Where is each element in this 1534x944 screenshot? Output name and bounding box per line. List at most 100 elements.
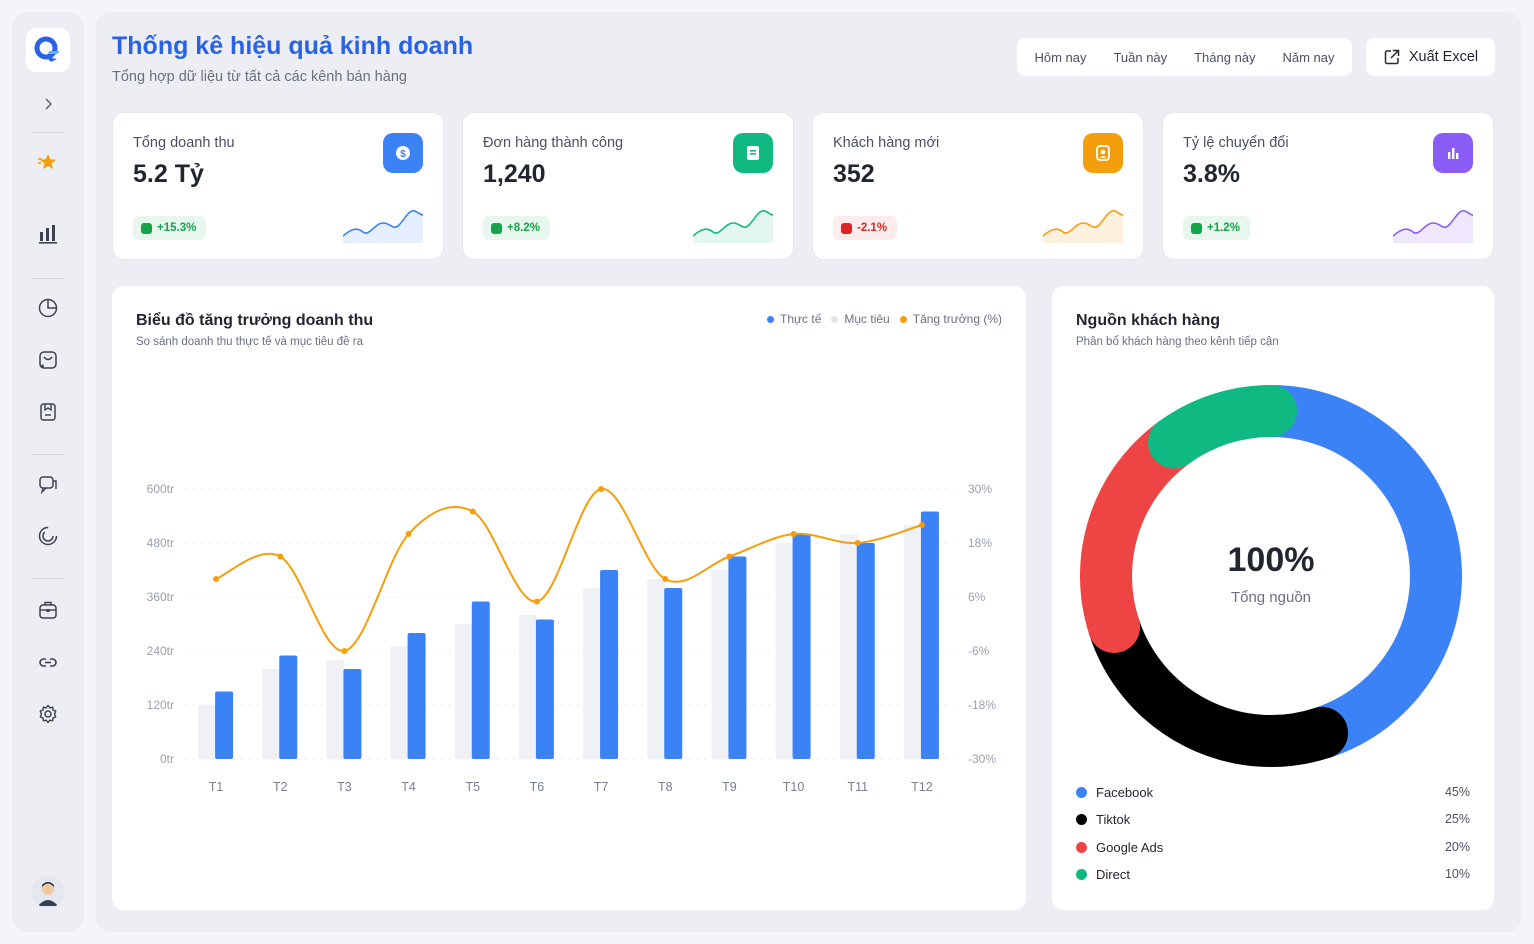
x-tick-label: T3 xyxy=(337,780,352,794)
x-tick-label: T6 xyxy=(530,780,545,794)
chart-title: Biểu đồ tăng trưởng doanh thu xyxy=(136,312,374,329)
y-tick-label-right: 30% xyxy=(968,482,992,496)
bar-chart-icon[interactable] xyxy=(36,222,60,246)
source-dot xyxy=(1076,813,1087,825)
link-icon[interactable] xyxy=(36,650,60,674)
filter-this-month[interactable]: Tháng này xyxy=(1194,49,1256,65)
growth-point xyxy=(213,576,220,582)
customer-source-card: Nguồn khách hàng Phân bổ khách hàng theo… xyxy=(1052,286,1494,910)
growth-point xyxy=(790,531,797,537)
user-card-icon xyxy=(1083,133,1123,173)
growth-point xyxy=(533,598,540,605)
bar-target xyxy=(583,588,602,759)
pie-chart-icon[interactable] xyxy=(36,296,60,320)
source-percent: 25% xyxy=(1444,812,1470,826)
sparkline-chart xyxy=(343,209,423,243)
filter-today[interactable]: Hôm nay xyxy=(1034,49,1087,65)
bar-actual xyxy=(792,534,811,759)
growth-point xyxy=(341,648,348,654)
logo-icon xyxy=(34,36,60,62)
source-subtitle: Phân bổ khách hàng theo kênh tiếp cận xyxy=(1076,336,1279,348)
donut-slice-tiktok xyxy=(1088,600,1348,767)
app-logo[interactable] xyxy=(26,28,70,72)
trend-down-icon xyxy=(841,222,852,234)
y-tick-label-left: 0tr xyxy=(160,752,174,766)
bar-target xyxy=(262,669,281,759)
legend-dot-actual xyxy=(766,315,774,323)
chart-legend: Thực tế Mục tiêu Tăng trưởng (%) xyxy=(766,312,1002,326)
kpi-change: -2.1% xyxy=(857,222,888,234)
kpi-change-badge: +8.2% xyxy=(483,216,550,240)
export-label: Xuất Excel xyxy=(1408,49,1479,65)
kpi-card-new-customers: Khách hàng mới 352 -2.1% xyxy=(812,112,1144,260)
growth-point xyxy=(469,508,476,515)
source-title: Nguồn khách hàng xyxy=(1076,312,1220,329)
source-dot xyxy=(1076,868,1087,880)
legend-target: Mục tiêu xyxy=(844,312,890,326)
bar-actual xyxy=(856,543,875,759)
bar-target xyxy=(390,646,409,759)
kpi-value: 3.8% xyxy=(1183,160,1240,188)
source-name: Direct xyxy=(1096,866,1130,882)
y-tick-label-left: 240tr xyxy=(147,644,174,658)
bar-target xyxy=(903,525,922,759)
favorites-star-icon[interactable] xyxy=(36,150,60,174)
receipt-icon xyxy=(733,133,773,173)
source-percent: 10% xyxy=(1444,867,1470,881)
x-tick-label: T12 xyxy=(911,780,933,794)
sparkline-chart xyxy=(1043,209,1123,243)
trend-up-icon xyxy=(491,222,502,234)
growth-point xyxy=(854,540,861,546)
page-subtitle: Tổng hợp dữ liệu từ tất cả các kênh bán … xyxy=(112,69,407,85)
kpi-change-badge: +1.2% xyxy=(1183,216,1250,240)
revenue-chart: 0tr -30% 120tr -18% 240tr -6% 360tr 6% 480tr 18% 6… xyxy=(147,482,997,794)
x-tick-label: T5 xyxy=(465,780,480,794)
donut-slice-google-ads xyxy=(1080,416,1201,653)
shopping-bag-icon[interactable] xyxy=(36,348,60,372)
kpi-card-conversion: Tỷ lệ chuyển đổi 3.8% +1.2% xyxy=(1162,112,1494,260)
briefcase-icon[interactable] xyxy=(36,598,60,622)
bar-target xyxy=(454,624,473,759)
kpi-label: Tổng doanh thu xyxy=(133,135,235,151)
expand-chevron-icon[interactable] xyxy=(36,92,60,116)
bar-actual xyxy=(664,588,683,759)
legend-dot-growth xyxy=(899,315,907,323)
filter-this-year[interactable]: Năm nay xyxy=(1282,49,1335,65)
x-tick-label: T11 xyxy=(847,780,868,794)
external-link-icon xyxy=(1384,49,1400,65)
kpi-label: Đơn hàng thành công xyxy=(483,135,624,151)
money-icon: $ xyxy=(383,133,423,173)
main-content: Thống kê hiệu quả kinh doanh Tổng hợp dữ… xyxy=(96,12,1522,932)
activity-rings-icon[interactable] xyxy=(36,524,60,548)
chat-icon[interactable] xyxy=(36,472,60,496)
user-avatar[interactable] xyxy=(32,876,64,908)
legend-actual: Thực tế xyxy=(779,312,822,326)
kpi-change-badge: +15.3% xyxy=(133,216,207,240)
settings-gear-icon[interactable] xyxy=(36,702,60,726)
kpi-value: 5.2 Tỷ xyxy=(133,160,204,188)
bar-target xyxy=(198,705,217,759)
x-tick-label: T10 xyxy=(783,780,805,794)
x-tick-label: T7 xyxy=(594,780,609,794)
sidebar-divider xyxy=(32,278,64,279)
filter-this-week[interactable]: Tuần này xyxy=(1113,49,1168,65)
growth-line xyxy=(215,487,923,652)
export-excel-button[interactable]: Xuất Excel xyxy=(1366,38,1495,76)
document-icon[interactable] xyxy=(36,400,60,424)
source-dot xyxy=(1076,786,1087,798)
y-tick-label-right: -6% xyxy=(968,644,990,658)
svg-text:$: $ xyxy=(400,149,406,160)
donut-center-value: 100% xyxy=(1228,541,1315,579)
sparkline-chart xyxy=(1393,209,1473,243)
kpi-card-revenue: Tổng doanh thu 5.2 Tỷ $ +15.3% xyxy=(112,112,444,260)
growth-point xyxy=(277,553,284,560)
y-tick-label-left: 360tr xyxy=(147,590,174,604)
sidebar-divider xyxy=(32,454,64,455)
source-name: Tiktok xyxy=(1096,811,1131,827)
bar-target xyxy=(711,570,730,759)
x-tick-label: T4 xyxy=(401,780,416,794)
sparkline-chart xyxy=(693,209,773,243)
kpi-change: +8.2% xyxy=(507,222,540,234)
y-tick-label-right: -30% xyxy=(968,752,996,766)
kpi-label: Khách hàng mới xyxy=(833,135,940,151)
